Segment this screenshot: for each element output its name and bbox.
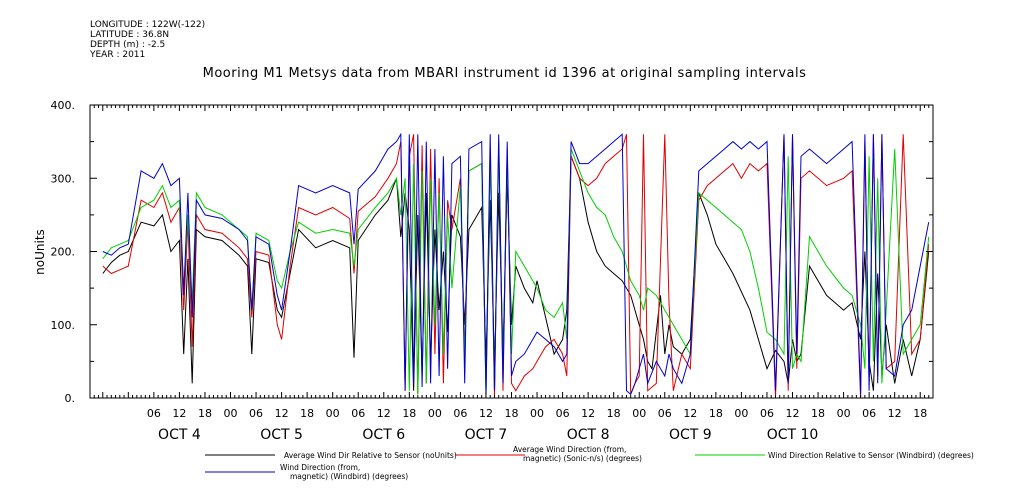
x-day-label: OCT 6 [362,427,405,443]
x-tick-label: 18 [505,407,519,420]
year-text: YEAR : 2011 [90,50,146,60]
x-tick-label: 06 [351,407,365,420]
chart-title: Mooring M1 Metsys data from MBARI instru… [202,66,807,81]
y-tick-label: 400. [51,99,76,112]
x-tick-label: 00 [734,407,748,420]
x-day-label: OCT 7 [465,427,508,443]
legend-label-3: Wind Direction Relative to Sensor (Windb… [768,451,974,460]
x-day-label: OCT 8 [567,427,610,443]
x-tick-label: 06 [760,407,774,420]
x-tick-label: 12 [377,407,391,420]
x-tick-label: 18 [811,407,825,420]
x-day-label: OCT 5 [260,427,303,443]
x-tick-label: 06 [249,407,263,420]
x-day-label: OCT 4 [158,427,201,443]
legend-label-1: Average Wind Dir Relative to Sensor (noU… [284,451,457,460]
x-tick-label: 12 [479,407,493,420]
x-day-label: OCT 9 [669,427,712,443]
longitude-text: LONGITUDE : 122W(-122) [90,20,206,30]
x-tick-label: 00 [224,407,238,420]
x-tick-label: 06 [556,407,570,420]
x-tick-label: 12 [275,407,289,420]
x-tick-label: 18 [198,407,212,420]
legend-label-4: Wind Direction (from, magnetic) (Windbird… [280,463,408,481]
legend-label-2: Average Wind Direction (from, magnetic) (… [513,445,642,463]
y-tick-label: 0. [65,392,76,405]
x-tick-label: 12 [786,407,800,420]
x-tick-label: 00 [837,407,851,420]
x-tick-label: 06 [862,407,876,420]
x-day-label: OCT 10 [767,427,819,443]
x-tick-label: 00 [530,407,544,420]
x-tick-label: 12 [888,407,902,420]
x-tick-label: 06 [147,407,161,420]
x-tick-label: 12 [581,407,595,420]
x-tick-label: 12 [172,407,186,420]
y-tick-label: 100. [51,319,76,332]
x-tick-label: 00 [326,407,340,420]
y-tick-label: 200. [51,246,76,259]
axis-layer: 06 12 18 00 06 12 18 00 06 12 18 00 06 12 18 00 06 12 18 00… [51,99,934,443]
x-tick-label: 18 [402,407,416,420]
y-tick-label: 300. [51,172,76,185]
metadata-block: LONGITUDE : 122W(-122) LATITUDE : 36.8N … [90,20,205,60]
x-tick-label: 18 [607,407,621,420]
series-line-1 [102,156,930,391]
x-tick-label: 18 [913,407,927,420]
legend: Average Wind Dir Relative to Sensor (noU… [205,445,974,481]
x-tick-label: 06 [453,407,467,420]
series-line-4 [102,132,930,396]
x-tick-label: 12 [683,407,697,420]
x-tick-label: 06 [658,407,672,420]
x-tick-label: 00 [632,407,646,420]
x-tick-label: 18 [300,407,314,420]
y-axis-label: noUnits [33,229,47,275]
x-tick-label: 18 [709,407,723,420]
depth-text: DEPTH (m) : -2.5 [90,40,166,50]
latitude-text: LATITUDE : 36.8N [90,30,170,40]
x-tick-label: 00 [428,407,442,420]
series-layer [102,132,930,399]
